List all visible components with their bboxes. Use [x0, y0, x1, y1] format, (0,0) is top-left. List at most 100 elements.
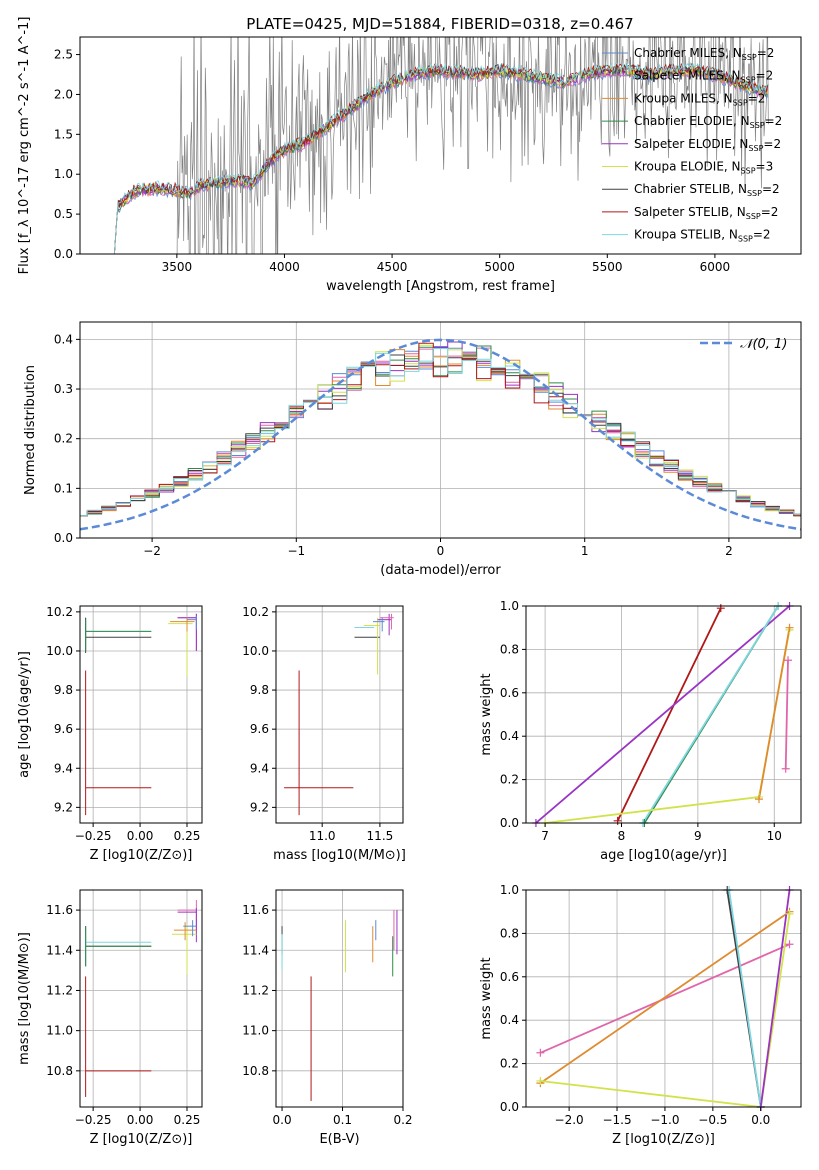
weight_vs_age-ytick-label: 0.2 [500, 773, 519, 787]
weight_vs_Z-ytick-label: 0.2 [500, 1057, 519, 1071]
spectrum-ytick-label: 0.0 [54, 247, 73, 261]
mass_vs_Z-xtick-label: −0.25 [75, 1113, 112, 1127]
residuals-ylabel: Normed distribution [23, 365, 38, 495]
age_vs_Z-xtick-label: 0.00 [127, 829, 154, 843]
mass_vs_Z-ytick-label: 11.6 [46, 903, 73, 917]
weight_vs_age-frame [525, 605, 802, 824]
age_vs_mass-point-salpeter_stelib [284, 670, 354, 816]
age_vs_Z-ytick-label: 9.6 [54, 722, 73, 736]
weight_vs_age-marker [785, 623, 794, 632]
weight_vs_Z-xlabel: Z [log10(Z/Z⊙)] [612, 1132, 715, 1147]
weight_vs_age-ytick-label: 0.0 [500, 816, 519, 830]
spectrum-ytick-label: 2.0 [54, 87, 73, 101]
spectrum-ylabel: Flux [f_λ 10^-17 erg cm^-2 s^-1 A^-1] [17, 17, 32, 275]
age_vs_mass-point-kroupa_elodie [363, 617, 380, 675]
spectrum-legend-label: Kroupa ELODIE, NSSP=3 [634, 160, 773, 176]
age_vs_Z-xtick-label: −0.25 [75, 829, 112, 843]
mass_vs_Z-ytick-label: 10.8 [46, 1064, 73, 1078]
age_vs_Z-ytick-label: 9.2 [54, 800, 73, 814]
figure-title: PLATE=0425, MJD=51884, FIBERID=0318, z=0… [246, 15, 633, 33]
weight_vs_age-series-salpeter_elodie [535, 606, 791, 823]
weight_vs_Z-ytick-label: 0.4 [500, 1013, 519, 1027]
residuals-xtick-label: −2 [143, 544, 161, 558]
age_vs_Z-point-chabrier_miles [186, 615, 197, 630]
panel-mass_vs_Z: −0.25 0.00 0.25 10.8 11.0 11.2 11.4 11.6 Z [log1… [17, 889, 203, 1147]
weight_vs_Z-series-kroupa_elodie [540, 913, 791, 1107]
age_vs_mass-ytick-label: 9.6 [250, 722, 269, 736]
panel-age_vs_mass: 11.0 11.5 9.2 9.4 9.6 9.8 10.0 10.2 mass [log10(… [242, 605, 406, 863]
panel-residuals: 𝒩(0, 1) −2 −1 0 1 2 0.0 0.1 0.2 0.3 0.4 (data-model… [23, 321, 802, 578]
mass_vs_Z-xtick-label: 0.25 [174, 1113, 201, 1127]
spectrum-plot-area [114, 37, 769, 254]
spectrum-ytick-label: 1.5 [54, 127, 73, 141]
weight_vs_age-series-salpeter_miles [784, 660, 789, 769]
age_vs_Z-plot-area [85, 613, 197, 816]
weight_vs_Z-marker [536, 1048, 545, 1057]
mass_vs_Z-ytick-label: 11.4 [46, 943, 73, 957]
residuals-ytick-label: 0.3 [54, 382, 73, 396]
weight_vs_age-xtick-label: 8 [618, 829, 626, 843]
weight_vs_age-ylabel: mass weight [479, 673, 494, 755]
residuals-legend-label: 𝒩(0, 1) [740, 337, 787, 352]
weight_vs_age-xtick-label: 10 [767, 829, 782, 843]
mass_vs_Z-xtick-label: 0.00 [127, 1113, 154, 1127]
mass_vs_Z-plot-area [85, 900, 197, 1097]
mass_vs_ebv-ytick-label: 11.2 [242, 983, 269, 997]
weight_vs_age-series-salpeter_stelib [616, 607, 722, 822]
residuals-xlabel: (data-model)/error [380, 563, 501, 578]
mass_vs_ebv-ytick-label: 10.8 [242, 1064, 269, 1078]
residuals-ytick-label: 0.0 [54, 531, 73, 545]
weight_vs_age-xtick-label: 9 [694, 829, 702, 843]
weight_vs_age-ytick-label: 0.6 [500, 686, 519, 700]
weight_vs_age-marker [781, 764, 790, 773]
weight_vs_Z-series-kroupa_stelib [728, 890, 762, 1107]
weight_vs_age-ytick-label: 1.0 [500, 599, 519, 613]
mass_vs_ebv-xtick-label: 0.2 [393, 1113, 412, 1127]
spectrum-ytick-label: 0.5 [54, 207, 73, 221]
age_vs_mass-ytick-label: 9.2 [250, 800, 269, 814]
panels: Chabrier MILES, NSSP=2 Salpeter MILES, NS… [17, 17, 802, 1147]
weight_vs_Z-ytick-label: 0.0 [500, 1100, 519, 1114]
age_vs_Z-point-chabrier_elodie [85, 619, 152, 651]
mass_vs_Z-point-salpeter_elodie [177, 908, 197, 943]
mass_vs_ebv-plot-area [281, 910, 398, 1101]
panel-mass_vs_ebv: 0.0 0.1 0.2 10.8 11.0 11.2 11.4 11.6 E(B-V) [242, 889, 413, 1147]
weight_vs_age-ytick-label: 0.8 [500, 642, 519, 656]
histogram-salpeter_stelib [80, 342, 801, 517]
age_vs_mass-xtick-label: 11.0 [309, 829, 336, 843]
panel-spectrum: Chabrier MILES, NSSP=2 Salpeter MILES, NS… [17, 17, 802, 294]
weight_vs_Z-xtick-label: −1.0 [650, 1113, 679, 1127]
age_vs_mass-xtick-label: 11.5 [367, 829, 394, 843]
weight_vs_age-xlabel: age [log10(age/yr)] [600, 848, 727, 863]
mass_vs_Z-point-chabrier_elodie [85, 926, 152, 967]
weight_vs_age-ytick-label: 0.4 [500, 729, 519, 743]
mass_vs_ebv-frame [275, 889, 404, 1108]
residuals-xtick-label: 2 [725, 544, 733, 558]
age_vs_mass-ytick-label: 9.8 [250, 683, 269, 697]
mass_vs_Z-xlabel: Z [log10(Z/Z⊙)] [90, 1132, 193, 1147]
age_vs_mass-point-chabrier_miles [372, 617, 385, 632]
age_vs_Z-point-salpeter_stelib [85, 670, 152, 816]
panel-weight_vs_Z: −2.0 −1.5 −1.0 −0.5 0.0 0.0 0.2 0.4 0.6 0.8 1.0 Z [… [479, 883, 802, 1147]
mass_vs_ebv-xlabel: E(B-V) [319, 1132, 359, 1147]
weight_vs_Z-ytick-label: 1.0 [500, 883, 519, 897]
spectrum-xtick-label: 5500 [592, 260, 623, 274]
histogram-kroupa_miles [80, 349, 801, 517]
spectrum-xtick-label: 4000 [269, 260, 300, 274]
spectrum-xtick-label: 3500 [162, 260, 193, 274]
weight_vs_Z-ylabel: mass weight [479, 957, 494, 1039]
residuals-xtick-label: −1 [287, 544, 305, 558]
residuals-ytick-label: 0.4 [54, 332, 73, 346]
weight_vs_Z-marker [536, 1076, 545, 1085]
age_vs_mass-plot-area [284, 613, 394, 816]
age_vs_Z-ytick-label: 9.8 [54, 683, 73, 697]
weight_vs_age-series-kroupa_stelib [642, 606, 779, 823]
spectrum-xtick-label: 5000 [484, 260, 515, 274]
mass_vs_Z-ylabel: mass [log10(M/M⊙)] [17, 932, 32, 1065]
age_vs_Z-ytick-label: 10.0 [46, 644, 73, 658]
weight_vs_Z-frame [525, 889, 802, 1108]
weight_vs_Z-series-salpeter_elodie [759, 890, 791, 1107]
spectrum-legend-label: Salpeter STELIB, NSSP=2 [634, 205, 778, 221]
